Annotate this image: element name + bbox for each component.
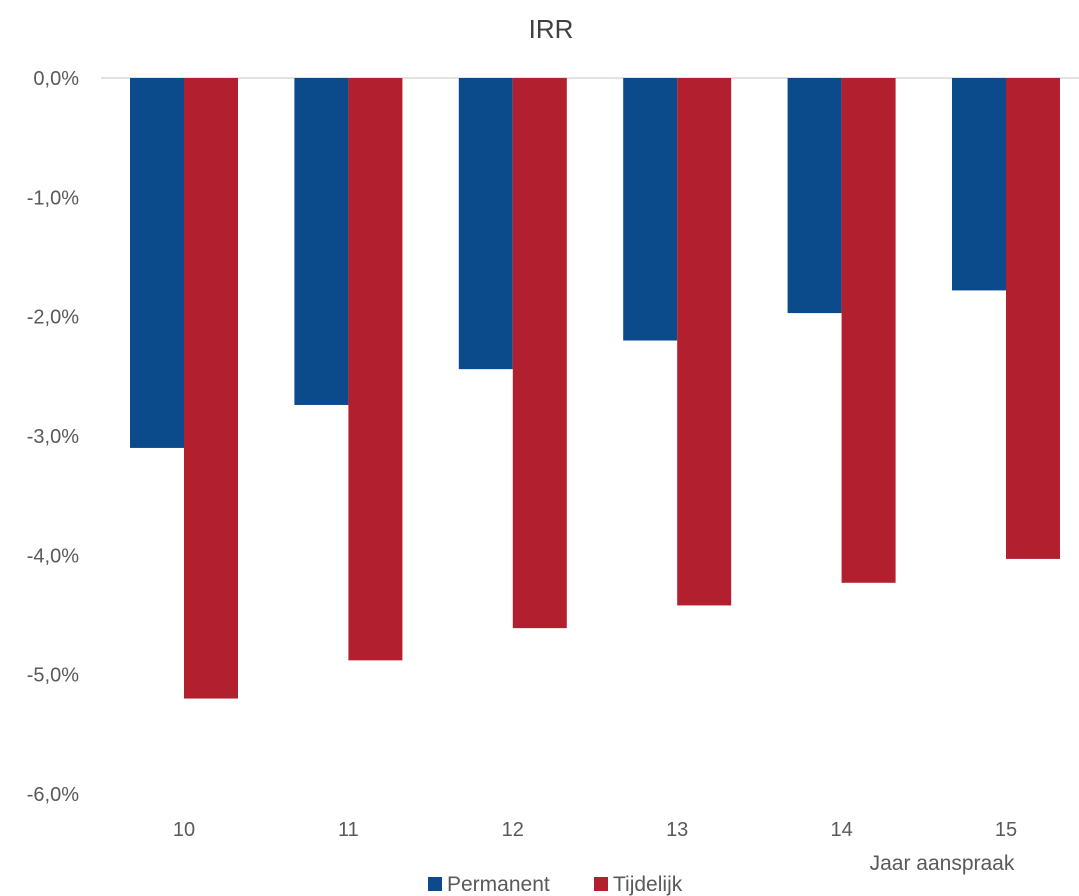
bar-permanent-15 bbox=[952, 78, 1006, 291]
y-axis: 0,0% -1,0% -2,0% -3,0% -4,0% -5,0% -6,0% bbox=[27, 68, 79, 806]
y-tick-label: 0,0% bbox=[33, 68, 79, 90]
y-tick-label: -4,0% bbox=[27, 545, 79, 567]
x-tick-label: 12 bbox=[502, 819, 524, 841]
y-tick-label: -3,0% bbox=[27, 426, 79, 448]
y-tick-label: -6,0% bbox=[27, 784, 79, 806]
chart-title: IRR bbox=[529, 14, 574, 44]
x-tick-label: 11 bbox=[338, 819, 359, 841]
bar-tijdelijk-14 bbox=[841, 78, 896, 583]
bar-tijdelijk-13 bbox=[677, 78, 732, 606]
x-axis-label: Jaar aanspraak bbox=[870, 852, 1015, 875]
legend-label-permanent: Permanent bbox=[447, 873, 550, 896]
bar-permanent-13 bbox=[623, 78, 678, 341]
bar-tijdelijk-12 bbox=[512, 78, 567, 629]
legend-swatch-permanent bbox=[428, 877, 442, 891]
x-tick-label: 14 bbox=[830, 819, 852, 841]
x-tick-label: 15 bbox=[995, 819, 1017, 841]
legend-swatch-tijdelijk bbox=[594, 877, 608, 891]
y-tick-label: -1,0% bbox=[27, 187, 79, 209]
bars bbox=[130, 78, 1060, 699]
x-tick-label: 10 bbox=[173, 819, 195, 841]
legend: Permanent Tijdelijk bbox=[428, 873, 683, 896]
x-tick-label: 13 bbox=[666, 819, 688, 841]
legend-label-tijdelijk: Tijdelijk bbox=[613, 873, 683, 896]
bar-tijdelijk-11 bbox=[348, 78, 403, 661]
bar-tijdelijk-10 bbox=[184, 78, 238, 699]
bar-permanent-14 bbox=[787, 78, 842, 314]
bar-permanent-10 bbox=[130, 78, 184, 448]
bar-permanent-11 bbox=[294, 78, 349, 405]
x-axis: 10 11 12 13 14 15 bbox=[173, 819, 1017, 841]
bar-permanent-12 bbox=[458, 78, 513, 370]
y-tick-label: -2,0% bbox=[27, 307, 79, 329]
y-tick-label: -5,0% bbox=[27, 665, 79, 687]
bar-tijdelijk-15 bbox=[1006, 78, 1060, 559]
